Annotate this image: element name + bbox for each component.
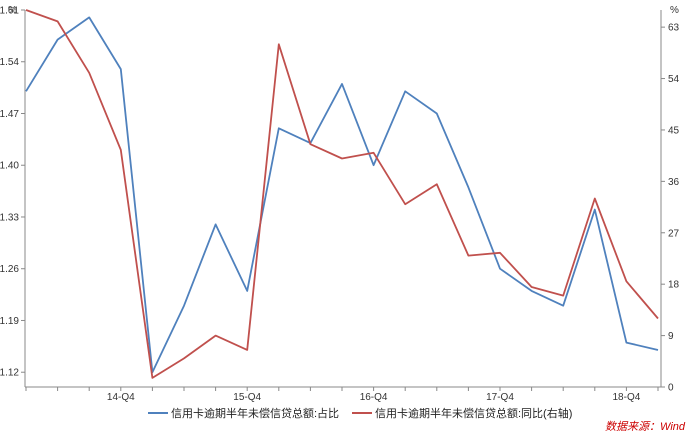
legend-label-occupancy: 信用卡逾期半年未偿信贷总额:占比 — [171, 406, 339, 420]
right-tick-label: 27 — [668, 228, 680, 239]
x-tick-label: 17-Q4 — [486, 392, 514, 403]
legend: 信用卡逾期半年未偿信贷总额:占比 信用卡逾期半年未偿信贷总额:同比(右轴) — [148, 406, 572, 420]
right-tick-label: 54 — [668, 74, 680, 85]
series-lines — [25, 9, 659, 379]
right-tick-label: 0 — [668, 383, 674, 394]
x-tick-label: 15-Q4 — [233, 392, 261, 403]
legend-label-yoy: 信用卡逾期半年未偿信贷总额:同比(右轴) — [375, 406, 572, 420]
left-tick-label: 1.40 — [0, 161, 19, 172]
left-tick-label: 1.61 — [0, 6, 19, 17]
series-line-1 — [25, 9, 659, 379]
x-tick-label: 16-Q4 — [360, 392, 388, 403]
left-tick-label: 1.33 — [0, 212, 19, 223]
left-tick-label: 1.26 — [0, 264, 19, 275]
right-tick-label: 36 — [668, 177, 680, 188]
x-tick-label: 14-Q4 — [107, 392, 135, 403]
right-tick-label: 9 — [668, 331, 674, 342]
x-tick-label: 18-Q4 — [613, 392, 641, 403]
right-tick-label: 18 — [668, 280, 680, 291]
left-tick-label: 1.19 — [0, 316, 19, 327]
left-tick-label: 1.47 — [0, 109, 19, 120]
left-tick-label: 1.12 — [0, 368, 19, 379]
series-line-0 — [25, 16, 659, 374]
axes — [21, 9, 665, 391]
right-tick-label: 63 — [668, 23, 680, 34]
right-tick-label: 45 — [668, 125, 680, 136]
left-tick-label: 1.54 — [0, 57, 19, 68]
source-label: 数据来源：Wind — [605, 420, 686, 433]
left-unit-label: % — [8, 5, 17, 16]
tick-labels: 1.12 1.19 1.26 1.33 1.40 1.47 1.54 1.61 0 9 18 27 36… — [0, 6, 680, 404]
right-unit-label: % — [670, 5, 679, 16]
